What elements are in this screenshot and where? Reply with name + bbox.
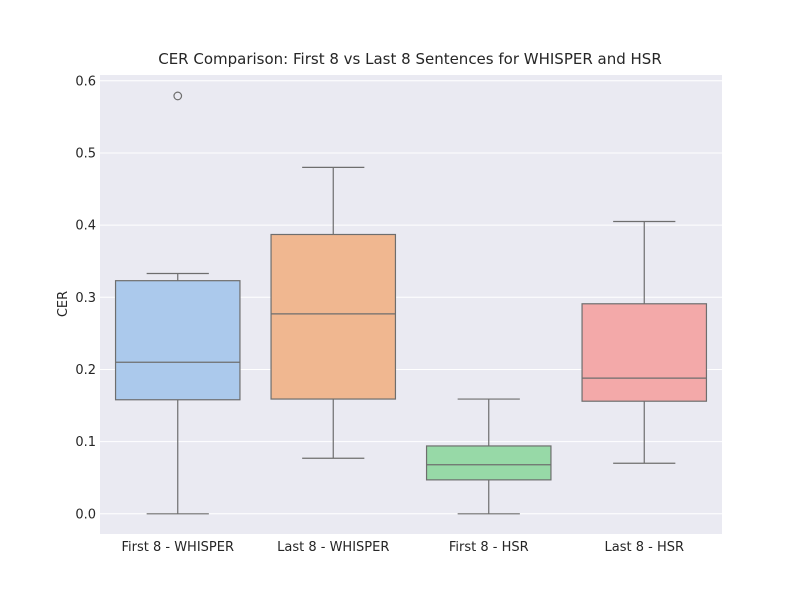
x-tick-label: First 8 - HSR <box>449 540 529 555</box>
chart-title: CER Comparison: First 8 vs Last 8 Senten… <box>158 50 662 68</box>
y-tick-label: 0.5 <box>75 146 96 161</box>
y-tick-label: 0.1 <box>75 435 96 450</box>
x-tick-label: Last 8 - WHISPER <box>277 540 389 555</box>
box-iqr <box>270 233 397 400</box>
y-tick-label: 0.6 <box>75 74 96 89</box>
box-layer <box>114 91 708 515</box>
y-tick-labels: 0.0 0.1 0.2 0.3 0.4 0.5 0.6 <box>75 74 96 522</box>
y-tick-label: 0.2 <box>75 363 96 378</box>
y-tick-label: 0.4 <box>75 219 96 234</box>
box-group <box>114 91 241 515</box>
box-iqr <box>114 280 241 401</box>
y-tick-label: 0.3 <box>75 291 96 306</box>
x-tick-labels: First 8 - WHISPER Last 8 - WHISPER First 8… <box>121 540 684 555</box>
y-tick-label: 0.0 <box>75 507 96 522</box>
y-axis-label: CER <box>56 291 71 317</box>
box-iqr <box>581 303 708 402</box>
outlier-point <box>173 91 183 101</box>
x-tick-label: First 8 - WHISPER <box>121 540 234 555</box>
box-iqr <box>425 445 552 481</box>
x-tick-label: Last 8 - HSR <box>605 540 685 555</box>
box-group <box>270 166 397 459</box>
box-group <box>425 398 552 515</box>
box-group <box>581 220 708 464</box>
